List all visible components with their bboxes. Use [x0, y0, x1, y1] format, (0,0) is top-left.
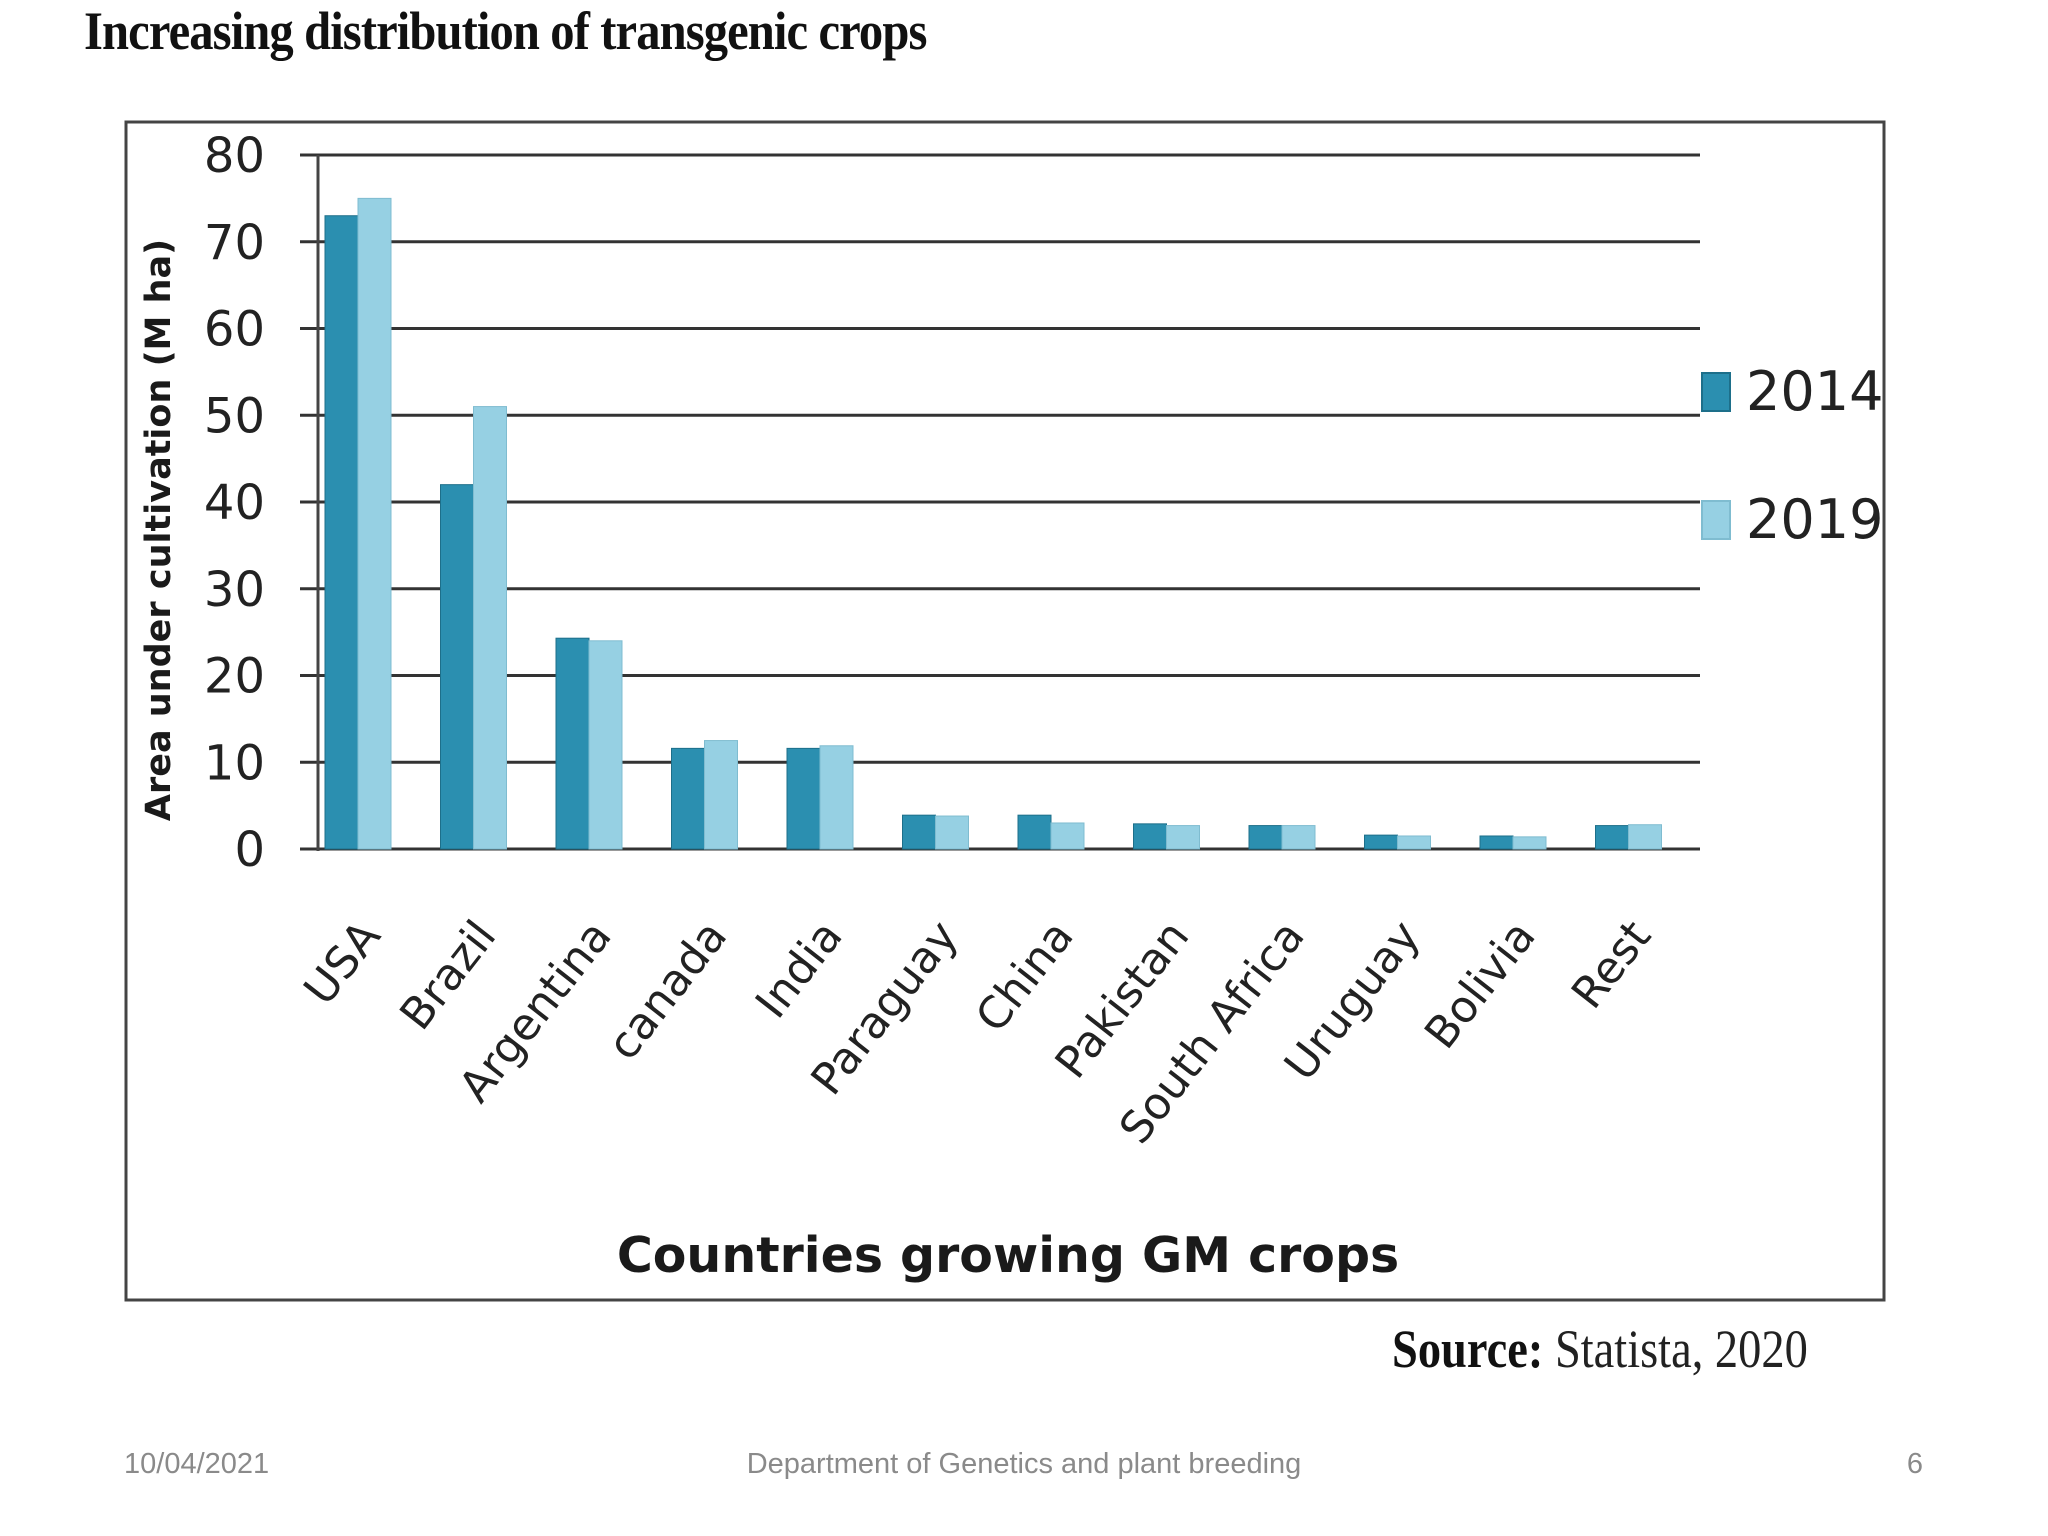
bar-2014-brazil [440, 484, 474, 850]
bar-2019-uruguay [1397, 835, 1431, 850]
bar-2019-usa [357, 197, 392, 850]
y-tick-label: 70 [204, 215, 265, 271]
y-tick-label: 10 [204, 735, 265, 791]
legend-label-2014: 2014 [1746, 360, 1883, 423]
source-label: Source: [1392, 1319, 1544, 1379]
bar-2014-china [1017, 814, 1052, 850]
legend: 2014 2019 [1701, 360, 1883, 551]
footer-date: 10/04/2021 [124, 1448, 270, 1480]
x-axis-label: Countries growing GM crops [617, 1227, 1399, 1284]
y-axis-ticks: 0 10 20 30 40 50 60 70 80 [204, 128, 265, 878]
y-tick-label: 30 [204, 562, 265, 618]
slide-title: Increasing distribution of transgenic cr… [84, 1, 927, 61]
legend-swatch-2019 [1701, 500, 1731, 540]
bar-2014-india [786, 747, 821, 850]
bar-2019-rest [1628, 824, 1662, 850]
y-tick-label: 20 [204, 649, 265, 705]
bar-2014-uruguay [1364, 834, 1398, 850]
legend-label-2019: 2019 [1746, 488, 1883, 551]
y-tick-label: 80 [204, 128, 265, 184]
y-axis-label: Area under cultivation (M ha) [139, 239, 179, 821]
bars [324, 197, 1662, 850]
bar-2019-brazil [473, 406, 507, 850]
bar-2014-usa [324, 215, 359, 850]
bar-2019-south-africa [1281, 825, 1316, 850]
y-tick-label: 50 [204, 388, 265, 444]
gridlines [300, 153, 1700, 851]
bar-2014-paraguay [902, 814, 936, 850]
y-tick-label: 60 [204, 302, 265, 358]
footer-department: Department of Genetics and plant breedin… [746, 1448, 1302, 1480]
source-value: Statista, 2020 [1543, 1319, 1808, 1379]
bar-2014-south-africa [1248, 825, 1283, 850]
bar-2014-argentina [555, 637, 590, 850]
bar-2019-canada [704, 740, 738, 850]
chart-frame [124, 120, 1886, 1302]
y-tick-label: 0 [234, 822, 265, 878]
bar-2019-china [1050, 822, 1085, 850]
bar-2014-canada [671, 747, 705, 850]
bar-2019-india [819, 745, 854, 850]
footer-page-number: 6 [1906, 1448, 1923, 1480]
bar-2019-argentina [588, 640, 623, 850]
bar-2019-bolivia [1512, 836, 1547, 850]
bar-2019-pakistan [1166, 825, 1200, 850]
bar-2019-paraguay [935, 815, 969, 850]
bar-2014-bolivia [1479, 835, 1514, 850]
legend-swatch-2014 [1701, 372, 1731, 412]
bar-2014-rest [1595, 825, 1629, 850]
bar-2014-pakistan [1133, 823, 1167, 850]
source-note: Source: Statista, 2020 [1392, 1318, 1808, 1380]
y-tick-label: 40 [204, 475, 265, 531]
